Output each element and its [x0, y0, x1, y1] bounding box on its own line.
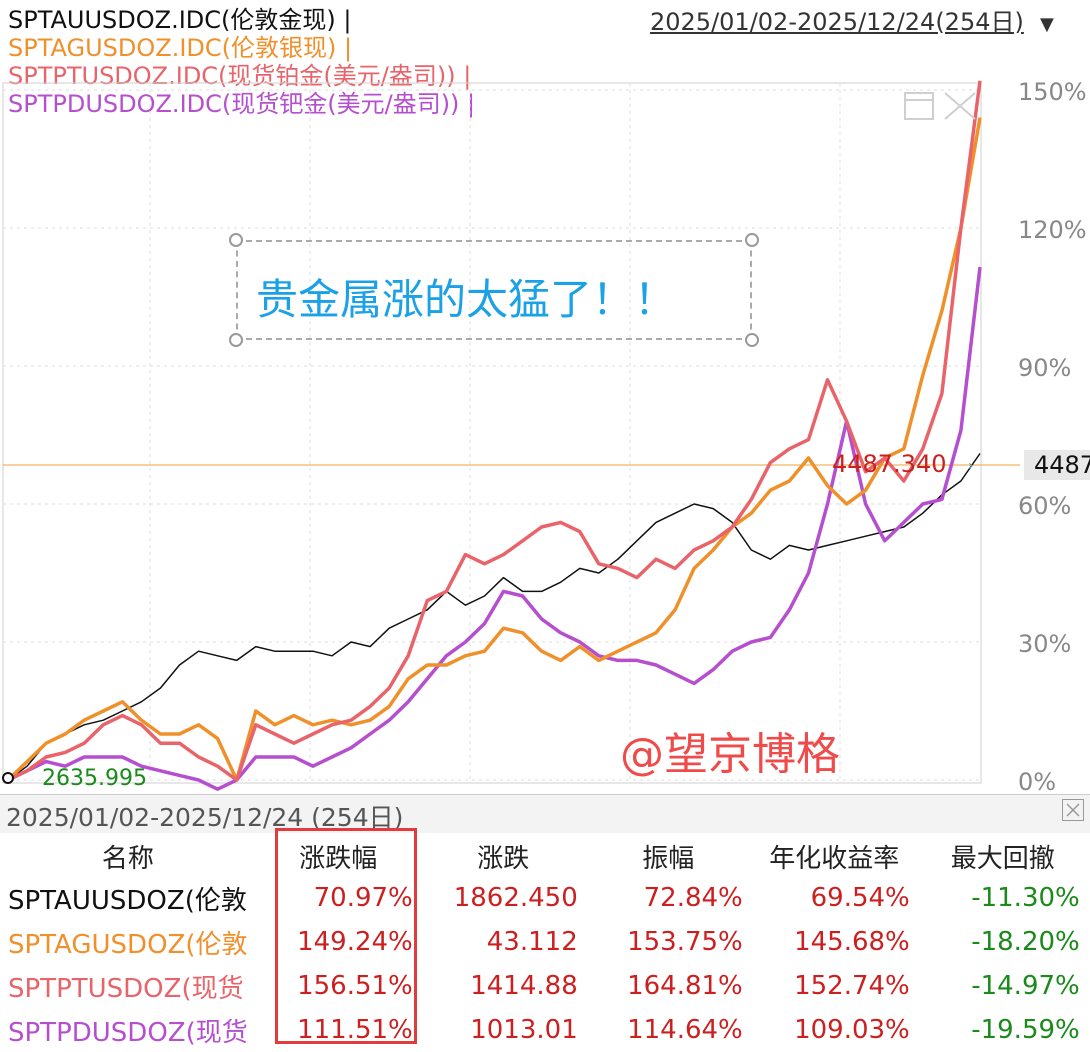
close-icon[interactable]	[944, 92, 976, 120]
cell-change-pct: 156.51%	[297, 971, 413, 1001]
panel-close-icon[interactable]	[1062, 799, 1084, 821]
legend-silver[interactable]: SPTAGUSDOZ.IDC(伦敦银现) |	[8, 34, 353, 62]
ytick-60: 60%	[1018, 492, 1072, 520]
table-row[interactable]: SPTAGUSDOZ(伦敦 149.24% 43.112 153.75% 145.68%…	[0, 920, 1088, 964]
cell-max-drawdown: -11.30%	[971, 883, 1080, 913]
ytick-120: 120%	[1018, 216, 1087, 244]
cell-annualized: 109.03%	[794, 1015, 910, 1045]
legend-palladium[interactable]: SPTPDUSDOZ.IDC(现货钯金(美元/盎司)) |	[8, 90, 476, 118]
cell-annualized: 145.68%	[794, 927, 910, 957]
plot-frame	[2, 82, 982, 784]
cell-change: 1013.01	[470, 1015, 578, 1045]
current-price-label: 4487.340	[832, 450, 947, 478]
series-line-silver[interactable]	[6, 117, 982, 782]
cell-change: 1414.88	[470, 971, 578, 1001]
cell-max-drawdown: -19.59%	[971, 1015, 1080, 1045]
cell-annualized: 152.74%	[794, 971, 910, 1001]
col-max-drawdown[interactable]: 最大回撤	[950, 843, 1055, 874]
col-amplitude[interactable]: 振幅	[642, 843, 695, 874]
start-marker	[2, 772, 14, 784]
ytick-30: 30%	[1018, 630, 1072, 658]
stats-table: 名称 涨跌幅 涨跌 振幅 年化收益率 最大回撤 SPTAUUSDOZ(伦敦 70.…	[0, 836, 1088, 1052]
cell-amplitude: 114.64%	[627, 1015, 743, 1045]
series-line-palladium[interactable]	[7, 266, 982, 791]
stats-panel-header: 2025/01/02-2025/12/24 (254日)	[0, 794, 1090, 833]
price-arrow-icon: ›	[968, 458, 974, 474]
chart-window-controls	[904, 92, 976, 120]
current-price-tag: 4487	[1024, 450, 1090, 480]
cell-name: SPTAUUSDOZ(伦敦	[8, 885, 247, 916]
table-row[interactable]: SPTPDUSDOZ(现货 111.51% 1013.01 114.64% 109.03…	[0, 1008, 1088, 1052]
start-price-label: 2635.995	[42, 766, 147, 791]
period-dropdown-icon[interactable]: ▼	[1040, 14, 1054, 35]
highlight-box	[275, 828, 417, 1044]
watermark-text: @望京博格	[620, 729, 840, 780]
series-line-platinum[interactable]	[7, 80, 982, 782]
series-line-gold[interactable]	[7, 453, 981, 781]
cell-name: SPTAGUSDOZ(伦敦	[8, 929, 248, 960]
series-layer	[6, 80, 982, 791]
annotation-box[interactable]: 贵金属涨的太猛了！！	[236, 240, 752, 340]
chart-area: ›	[2, 80, 1020, 791]
annotation-handle-bl[interactable]	[229, 333, 243, 347]
cell-annualized: 69.54%	[810, 883, 910, 913]
ytick-150: 150%	[1018, 78, 1087, 106]
cell-amplitude: 153.75%	[627, 927, 743, 957]
cell-max-drawdown: -14.97%	[971, 971, 1080, 1001]
ytick-0: 0%	[1018, 768, 1057, 796]
maximize-icon[interactable]	[904, 92, 934, 120]
legend-platinum[interactable]: SPTPTUSDOZ.IDC(现货铂金(美元/盎司)) |	[8, 62, 472, 90]
annotation-text: 贵金属涨的太猛了！！	[256, 275, 677, 324]
annotation-handle-br[interactable]	[745, 333, 759, 347]
col-annualized[interactable]: 年化收益率	[769, 843, 900, 874]
cell-change: 1862.450	[453, 883, 578, 913]
chart-grid	[3, 83, 981, 783]
chart-legend: SPTAUUSDOZ.IDC(伦敦金现) | SPTAGUSDOZ.IDC(伦敦…	[8, 6, 475, 118]
col-change-pct[interactable]: 涨跌幅	[299, 843, 378, 874]
cell-amplitude: 164.81%	[627, 971, 743, 1001]
col-change[interactable]: 涨跌	[477, 843, 530, 874]
table-row[interactable]: SPTPTUSDOZ(现货 156.51% 1414.88 164.81% 152.74…	[0, 964, 1088, 1008]
ytick-90: 90%	[1018, 354, 1072, 382]
cell-change: 43.112	[486, 927, 578, 957]
annotation-handle-tr[interactable]	[745, 233, 759, 247]
col-name[interactable]: 名称	[101, 843, 154, 874]
table-row[interactable]: SPTAUUSDOZ(伦敦 70.97% 1862.450 72.84% 69.54% -…	[0, 876, 1088, 920]
cell-change-pct: 111.51%	[297, 1015, 413, 1045]
stats-period: 2025/01/02-2025/12/24 (254日)	[6, 803, 404, 832]
cell-change-pct: 70.97%	[313, 883, 413, 913]
legend-gold[interactable]: SPTAUUSDOZ.IDC(伦敦金现) |	[8, 6, 352, 34]
cell-change-pct: 149.24%	[297, 927, 413, 957]
annotation-handle-tl[interactable]	[229, 233, 243, 247]
cell-name: SPTPDUSDOZ(现货	[8, 1017, 248, 1048]
cell-amplitude: 72.84%	[643, 883, 743, 913]
period-selector[interactable]: 2025/01/02-2025/12/24(254日)	[650, 8, 1024, 36]
cell-name: SPTPTUSDOZ(现货	[8, 973, 244, 1004]
cell-max-drawdown: -18.20%	[971, 927, 1080, 957]
